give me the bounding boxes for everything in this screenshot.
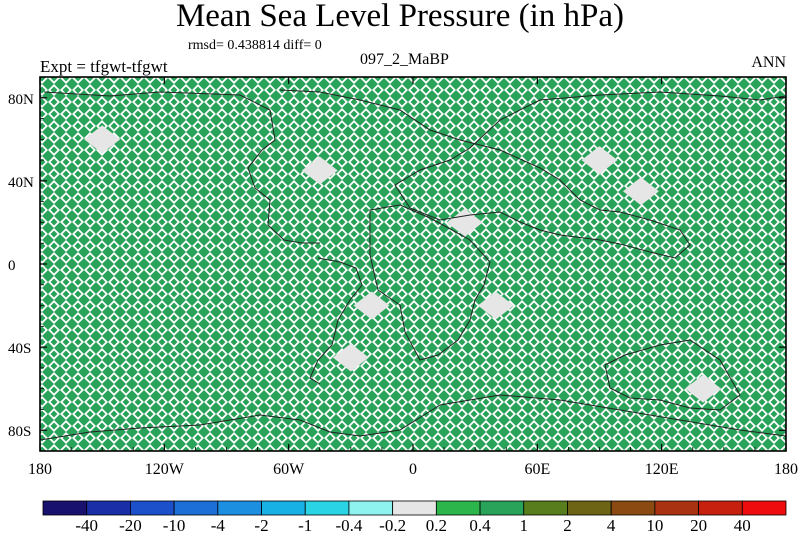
coastline-antarctica: [40, 394, 786, 441]
colorbar-label: -40: [75, 516, 99, 535]
colorbar-swatch: [435, 500, 481, 516]
field-background: [40, 77, 786, 451]
colorbar-label: -20: [119, 516, 142, 535]
coastline-australia: [604, 339, 741, 411]
colorbar-label: 10: [646, 516, 664, 535]
x-tick-label: 120E: [645, 461, 679, 478]
coastline-north-america: [43, 91, 320, 244]
y-tick-label: 40S: [8, 341, 31, 357]
colorbar-label: 4: [606, 516, 616, 535]
colorbar-label: -0.2: [379, 516, 407, 535]
season-label: ANN: [751, 54, 786, 71]
case-label: 097_2_MaBP: [360, 51, 449, 68]
colorbar-label: 0.2: [425, 516, 447, 535]
colorbar-swatch: [130, 500, 175, 516]
colorbar-swatch: [392, 500, 437, 516]
light-value-patch: [301, 156, 338, 185]
colorbar-label: 1: [519, 516, 529, 535]
light-value-patch: [685, 374, 722, 403]
colorbar-label: -2: [254, 516, 269, 535]
light-value-patch: [332, 343, 369, 372]
x-tick-label: 120W: [145, 461, 185, 478]
light-value-patch: [84, 125, 121, 154]
colorbar-label: -4: [210, 516, 225, 535]
colorbar-label: 2: [563, 516, 572, 535]
y-tick-label: 0: [8, 258, 16, 274]
experiment-label: Expt = tfgwt-tfgwt: [40, 57, 168, 76]
y-tick-label: 80S: [8, 424, 31, 440]
colorbar-label: 0.4: [469, 516, 491, 535]
y-tick-label: 80N: [8, 92, 34, 108]
light-value-patch: [622, 177, 659, 206]
colorbar-label: -10: [162, 516, 186, 535]
colorbar-swatch: [173, 500, 219, 516]
coastline-africa: [369, 204, 491, 361]
x-tick-label: 60W: [273, 461, 305, 478]
colorbar-swatch: [698, 500, 743, 516]
colorbar-swatch: [523, 500, 568, 516]
colorbar-swatch: [217, 500, 262, 516]
coastlines: [40, 89, 786, 441]
colorbar-swatch: [304, 500, 350, 516]
y-tick-label: 40N: [8, 175, 34, 191]
colorbar-label: 20: [690, 516, 708, 535]
light-value-patch: [446, 208, 483, 237]
light-value-patch: [353, 291, 390, 320]
coastline-south-america: [309, 257, 363, 385]
colorbar-swatch: [479, 500, 525, 516]
colorbar-swatch: [261, 500, 306, 516]
colorbar-swatch: [741, 500, 787, 516]
chart-title: Mean Sea Level Pressure (in hPa): [175, 0, 625, 34]
x-tick-label: 60E: [524, 461, 550, 478]
colorbar-swatch: [567, 500, 612, 516]
colorbar-label: -1: [298, 516, 313, 535]
colorbar-swatch: [42, 500, 88, 516]
colorbar-swatch: [348, 500, 394, 516]
light-value-patch: [477, 291, 514, 320]
coastline-eurasia: [279, 89, 786, 259]
x-tick-label: 0: [409, 461, 417, 478]
colorbar-swatch: [610, 500, 656, 516]
rmsd-diff-text: rmsd= 0.438814 diff= 0: [188, 38, 322, 53]
colorbar-swatch: [654, 500, 699, 516]
colorbar-label: 40: [733, 516, 751, 535]
light-value-patch: [581, 146, 618, 175]
colorbar-swatch: [86, 500, 131, 516]
colorbar-label: -0.4: [335, 516, 363, 535]
x-tick-label: 180: [28, 461, 52, 478]
x-tick-label: 180: [774, 461, 798, 478]
